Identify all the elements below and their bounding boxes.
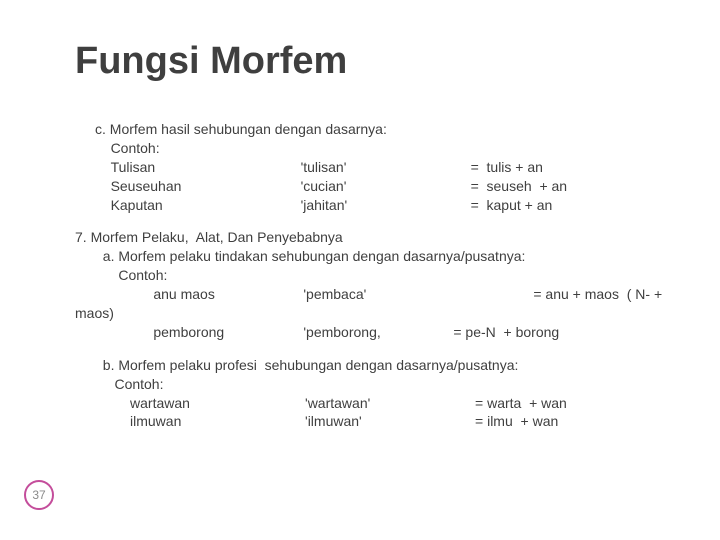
cell: 'tulisan' xyxy=(301,158,471,177)
cell: ilmuwan xyxy=(130,412,305,431)
cell: = kaput + an xyxy=(471,197,553,213)
section-7b-contoh: Contoh: xyxy=(95,375,680,394)
cell: 'pemborong, xyxy=(303,323,453,342)
sub-heading: a. Morfem pelaku tindakan sehubungan den… xyxy=(103,248,526,264)
cell: 'ilmuwan' xyxy=(305,412,475,431)
section-c-row-2: Kaputan'jahitan'= kaput + an xyxy=(95,196,680,215)
section-c-row-1: Seuseuhan'cucian'= seuseh + an xyxy=(95,177,680,196)
contoh-label: Contoh: xyxy=(111,140,160,156)
section-7a-row-1: maos) xyxy=(75,304,680,323)
cell: 'pembaca' xyxy=(303,285,533,304)
cell: = warta + wan xyxy=(475,395,567,411)
cell: = anu + maos ( N- + xyxy=(533,286,662,302)
sub-heading: b. Morfem pelaku profesi sehubungan deng… xyxy=(103,357,519,373)
cell: wartawan xyxy=(130,394,305,413)
cell: 'cucian' xyxy=(301,177,471,196)
section-7b-heading: b. Morfem pelaku profesi sehubungan deng… xyxy=(95,356,680,375)
cell: Seuseuhan xyxy=(111,177,301,196)
section-7-heading: 7. Morfem Pelaku, Alat, Dan Penyebabnya xyxy=(75,228,680,247)
cell: = seuseh + an xyxy=(471,178,568,194)
page-number-badge: 37 xyxy=(24,480,54,510)
cell: maos) xyxy=(75,305,114,321)
section-7a-contoh: Contoh: xyxy=(95,266,680,285)
slide-content: c. Morfem hasil sehubungan dengan dasarn… xyxy=(95,120,680,431)
contoh-label: Contoh: xyxy=(114,376,163,392)
cell: Tulisan xyxy=(111,158,301,177)
page-number: 37 xyxy=(32,488,45,502)
slide-title: Fungsi Morfem xyxy=(75,40,347,83)
cell: Kaputan xyxy=(111,196,301,215)
cell: anu maos xyxy=(153,285,303,304)
section-7a-row-2: pemborong'pemborong,= pe-N + borong xyxy=(95,323,680,342)
contoh-label: Contoh: xyxy=(118,267,167,283)
section-7a-row-0: anu maos'pembaca'= anu + maos ( N- + xyxy=(95,285,680,304)
section-c-heading: c. Morfem hasil sehubungan dengan dasarn… xyxy=(95,120,680,139)
cell: = tulis + an xyxy=(471,159,543,175)
cell: 'jahitan' xyxy=(301,196,471,215)
section-c-contoh: Contoh: xyxy=(95,139,680,158)
cell: = ilmu + wan xyxy=(475,413,558,429)
section-7b-row-0: wartawan'wartawan'= warta + wan xyxy=(95,394,680,413)
section-7a-heading: a. Morfem pelaku tindakan sehubungan den… xyxy=(95,247,680,266)
cell: = pe-N + borong xyxy=(453,324,559,340)
cell: 'wartawan' xyxy=(305,394,475,413)
section-c-row-0: Tulisan'tulisan'= tulis + an xyxy=(95,158,680,177)
cell: pemborong xyxy=(153,323,303,342)
section-7b-row-1: ilmuwan'ilmuwan'= ilmu + wan xyxy=(95,412,680,431)
